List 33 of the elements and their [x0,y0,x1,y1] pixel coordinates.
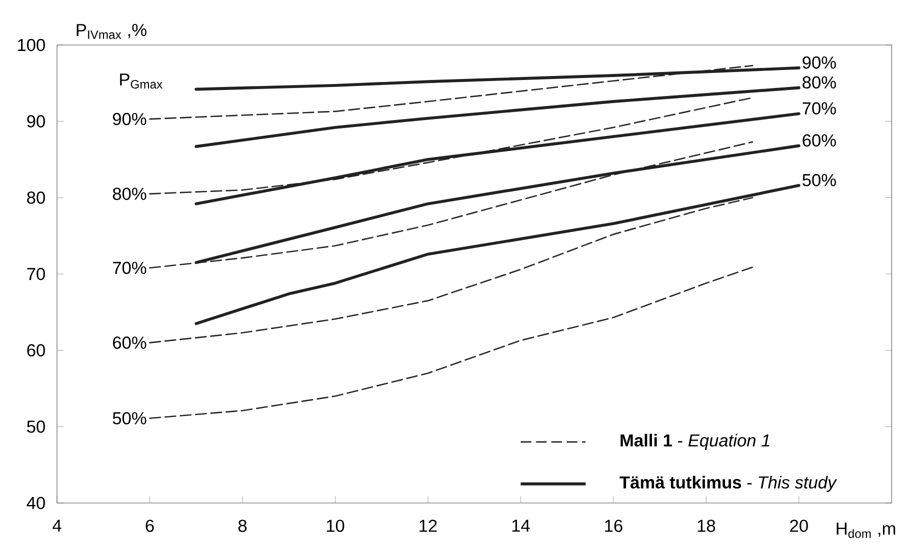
x-tick-label: 6 [146,520,154,532]
y-tick-label: 90 [27,115,45,128]
x-tick-label: 18 [698,520,716,532]
x-tick-label: 4 [52,520,62,532]
series-label: 50% [802,174,836,186]
y-tick-label: 60 [27,344,45,356]
series-label: 90% [112,112,146,126]
annotation: P$_{Gmax}$ [120,74,162,89]
series-label: 70% [113,262,146,274]
annotation: Malli 1 - Equation 1 [620,434,770,450]
y-tick-label: 70 [27,268,45,280]
x-tick-label: 16 [605,520,622,532]
y-tick-label: 80 [27,192,45,204]
x-tick-label: 14 [512,520,530,532]
series-label: 90% [802,56,836,69]
x-tick-label: 20 [790,520,808,532]
series-label: 50% [112,412,146,424]
y-axis-title: P$_{IVmax}$ ,% [76,24,146,39]
line-series [149,266,754,419]
series-label: 70% [802,102,836,114]
series-label: 80% [802,76,836,89]
annotation: Tämä tutkimus - This study [620,476,838,492]
x-axis-title: H$_{dom}$ ,m [836,522,896,538]
series-label: 60% [802,134,836,147]
y-tick-label: 100 [18,38,45,52]
x-tick-label: 8 [238,520,247,532]
series-label: 80% [112,188,146,200]
x-tick-label: 12 [420,520,437,532]
line-series [194,86,800,148]
y-tick-label: 40 [26,496,45,510]
y-tick-label: 50 [27,420,45,433]
series-label: 60% [113,336,146,349]
x-tick-label: 10 [326,520,344,532]
